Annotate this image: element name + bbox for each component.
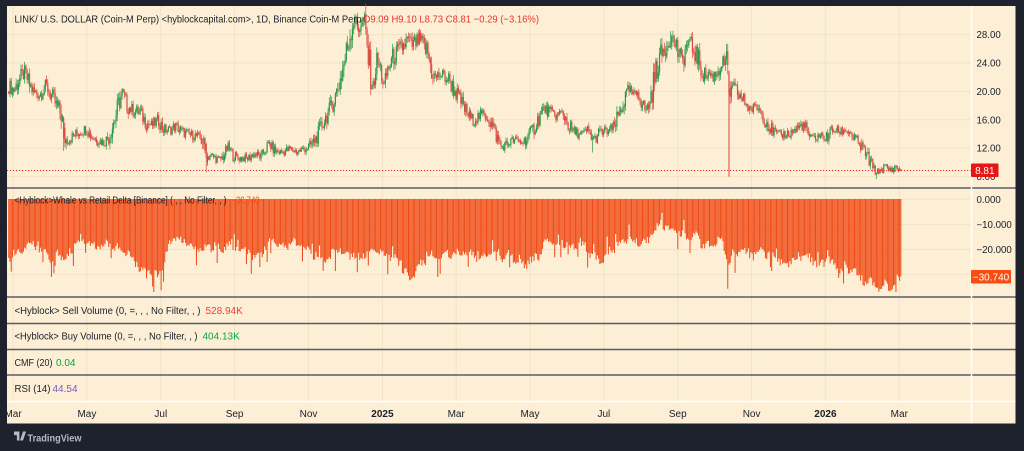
svg-text:2026: 2026 [814,409,837,420]
svg-text:May: May [77,409,96,420]
svg-text:28.00: 28.00 [977,30,1002,41]
svg-text:O9.09 H9.10 L8.73 C8.81 −0.29: O9.09 H9.10 L8.73 C8.81 −0.29 (−3.16%) [363,14,539,26]
svg-text:8.00: 8.00 [977,172,996,183]
svg-text:CMF (20): CMF (20) [15,358,53,369]
svg-text:2025: 2025 [371,409,394,420]
svg-text:Mar: Mar [4,409,22,420]
svg-text:528.94K: 528.94K [206,306,244,317]
svg-text:−20.000: −20.000 [977,245,1013,256]
svg-text:Jul: Jul [598,409,611,420]
svg-text:24.00: 24.00 [977,59,1002,70]
svg-text:<Hyblock> Buy Volume (0, =, ,: <Hyblock> Buy Volume (0, =, , , No Filte… [15,332,198,343]
svg-text:Mar: Mar [448,409,466,420]
svg-text:TradingView: TradingView [28,433,83,445]
svg-text:RSI (14): RSI (14) [15,384,51,395]
svg-text:0.000: 0.000 [977,195,1002,206]
svg-text:Sep: Sep [226,409,244,420]
svg-text:8.81: 8.81 [975,166,995,177]
svg-text:−30.740: −30.740 [232,196,260,207]
svg-text:20.00: 20.00 [977,87,1002,98]
svg-text:<Hyblock> Sell Volume (0, =, ,: <Hyblock> Sell Volume (0, =, , , No Filt… [15,306,201,317]
svg-text:LINK/ U.S. DOLLAR (Coin-M Perp: LINK/ U.S. DOLLAR (Coin-M Perp) <hyblock… [15,14,362,26]
svg-text:Nov: Nov [300,409,318,420]
svg-text:<Hyblock>Whale vs Retail Delta: <Hyblock>Whale vs Retail Delta [Binance]… [15,196,227,207]
svg-text:−30.740: −30.740 [973,273,1010,284]
svg-text:May: May [521,409,540,420]
svg-text:12.00: 12.00 [977,144,1002,155]
svg-text:Nov: Nov [743,409,761,420]
svg-text:404.13K: 404.13K [203,332,241,343]
svg-text:Sep: Sep [669,409,687,420]
svg-text:0.04: 0.04 [56,358,76,369]
svg-text:16.00: 16.00 [977,115,1002,126]
svg-text:44.54: 44.54 [53,384,78,395]
svg-text:−10.000: −10.000 [977,220,1013,231]
svg-text:Jul: Jul [154,409,167,420]
svg-text:Mar: Mar [891,409,909,420]
